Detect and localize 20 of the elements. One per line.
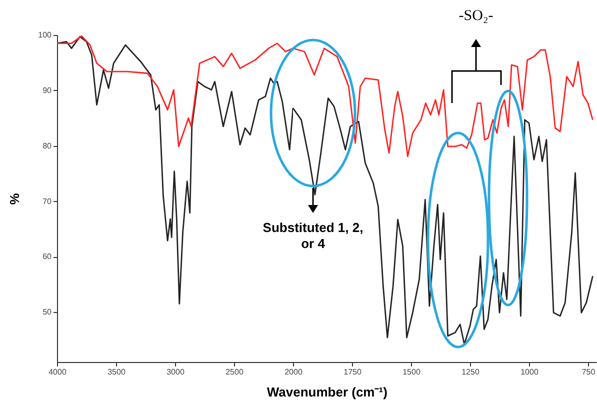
x-tick-label: 1250 xyxy=(462,367,480,376)
x-tick-label: 4000 xyxy=(48,368,67,376)
y-tick-label: 70 xyxy=(42,196,52,206)
y-tick-label: 60 xyxy=(42,252,52,262)
x-tick-label: 750 xyxy=(582,367,596,376)
x-tick-label: 1500 xyxy=(402,367,421,376)
y-tick-label: 50 xyxy=(42,308,52,317)
x-tick-label: 2000 xyxy=(284,368,303,376)
y-tick-label: 80 xyxy=(42,141,52,150)
x-tick-label: 1750 xyxy=(344,367,362,376)
x-tick-label: 2500 xyxy=(226,368,244,376)
x-tick-label: 3000 xyxy=(166,368,185,376)
text: -SO₂- xyxy=(458,8,494,25)
x-axis-title: Wavenumber (cm⁻¹) xyxy=(266,384,388,400)
y-tick-label: 90 xyxy=(42,86,52,95)
x-tick-label: 3500 xyxy=(108,368,126,376)
annotation: Substituted 1, 2, or 4 xyxy=(262,220,364,252)
x-tick-label: 1000 xyxy=(520,367,539,376)
y-tick-label: 100 xyxy=(38,30,52,40)
y-axis-title: % xyxy=(7,192,22,205)
